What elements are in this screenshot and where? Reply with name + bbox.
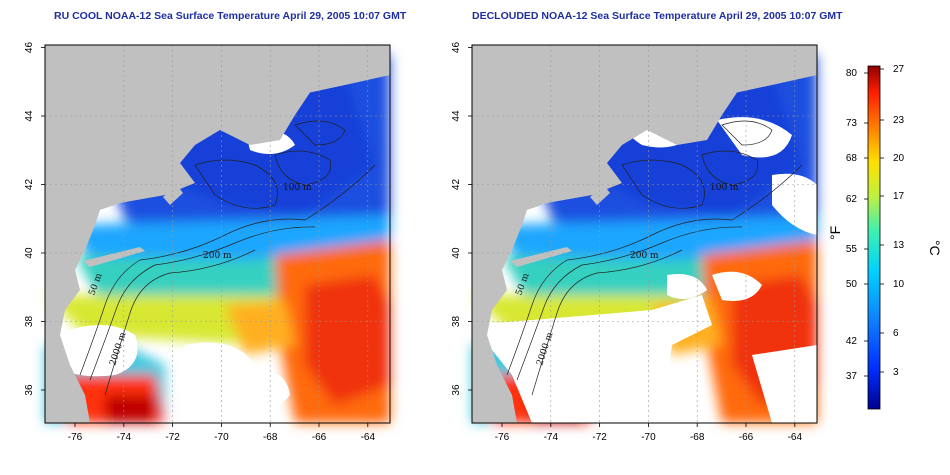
colorbar-fahrenheit-tick-label: 68 [846, 153, 858, 164]
right-lat-tick-label: 40 [451, 247, 462, 259]
colorbar-celsius-tick-label: 13 [893, 240, 905, 251]
right-lon-tick-label: -76 [495, 432, 510, 443]
colorbar [867, 65, 881, 410]
left-lon-tick-label: -66 [312, 432, 327, 443]
right-lat-tick-label: 36 [451, 384, 462, 396]
panel-right-map [472, 45, 817, 423]
colorbar-celsius-tick-label: 27 [893, 64, 905, 75]
left-lon-tick-label: -70 [214, 432, 229, 443]
left-lat-tick-label: 36 [24, 384, 35, 396]
right-lat-tick-label: 42 [451, 179, 462, 191]
colorbar-celsius-tick-label: 23 [893, 115, 905, 126]
isobath-label-200m: 200 m [203, 251, 232, 261]
isobath-label-100m: 100 m [283, 183, 312, 193]
colorbar-fahrenheit-tick-label: 73 [846, 118, 858, 129]
colorbar-fahrenheit-tick-label: 42 [846, 336, 858, 347]
right-lon-tick-label: -68 [690, 432, 705, 443]
right-lon-tick-label: -74 [544, 432, 559, 443]
colorbar-fahrenheit-tick-label: 80 [846, 68, 858, 79]
isobath-label-200m: 200 m [630, 251, 659, 261]
right-lon-tick-label: -66 [739, 432, 754, 443]
colorbar-fahrenheit-tick-label: 55 [846, 244, 858, 255]
right-lon-tick-label: -64 [788, 432, 803, 443]
right-lat-tick-label: 44 [451, 110, 462, 122]
left-lat-tick-label: 38 [24, 316, 35, 328]
panel-right-frame [471, 44, 818, 424]
colorbar-celsius-tick-label: 17 [893, 191, 905, 202]
panel-left-map [45, 45, 390, 423]
colorbar-celsius-tick-label: 3 [893, 367, 899, 378]
right-lon-tick-label: -70 [641, 432, 656, 443]
colorbar-celsius-tick-label: 6 [893, 328, 899, 339]
left-lon-tick-label: -74 [117, 432, 132, 443]
colorbar-celsius-tick-label: 20 [893, 153, 905, 164]
right-lat-tick-label: 46 [451, 42, 462, 54]
left-lat-tick-label: 42 [24, 179, 35, 191]
panel-left-title: RU COOL NOAA-12 Sea Surface Temperature … [54, 10, 407, 22]
right-lon-tick-label: -72 [592, 432, 607, 443]
left-lat-tick-label: 40 [24, 247, 35, 259]
left-lat-tick-label: 44 [24, 110, 35, 122]
isobath-label-100m: 100 m [710, 183, 739, 193]
colorbar-fahrenheit-tick-label: 62 [846, 194, 858, 205]
left-lon-tick-label: -64 [361, 432, 376, 443]
panel-left-frame [44, 44, 391, 424]
colorbar-celsius-unit: °C [927, 240, 943, 256]
left-lon-tick-label: -76 [68, 432, 83, 443]
colorbar-fahrenheit-tick-label: 50 [846, 279, 858, 290]
left-lat-tick-label: 46 [24, 42, 35, 54]
right-lat-tick-label: 38 [451, 316, 462, 328]
left-lon-tick-label: -68 [263, 432, 278, 443]
left-lon-tick-label: -72 [165, 432, 180, 443]
colorbar-fahrenheit-tick-label: 37 [846, 371, 858, 382]
colorbar-celsius-tick-label: 10 [893, 279, 905, 290]
panel-right-title: DECLOUDED NOAA-12 Sea Surface Temperatur… [472, 10, 843, 22]
colorbar-fahrenheit-unit: °F [827, 226, 843, 240]
